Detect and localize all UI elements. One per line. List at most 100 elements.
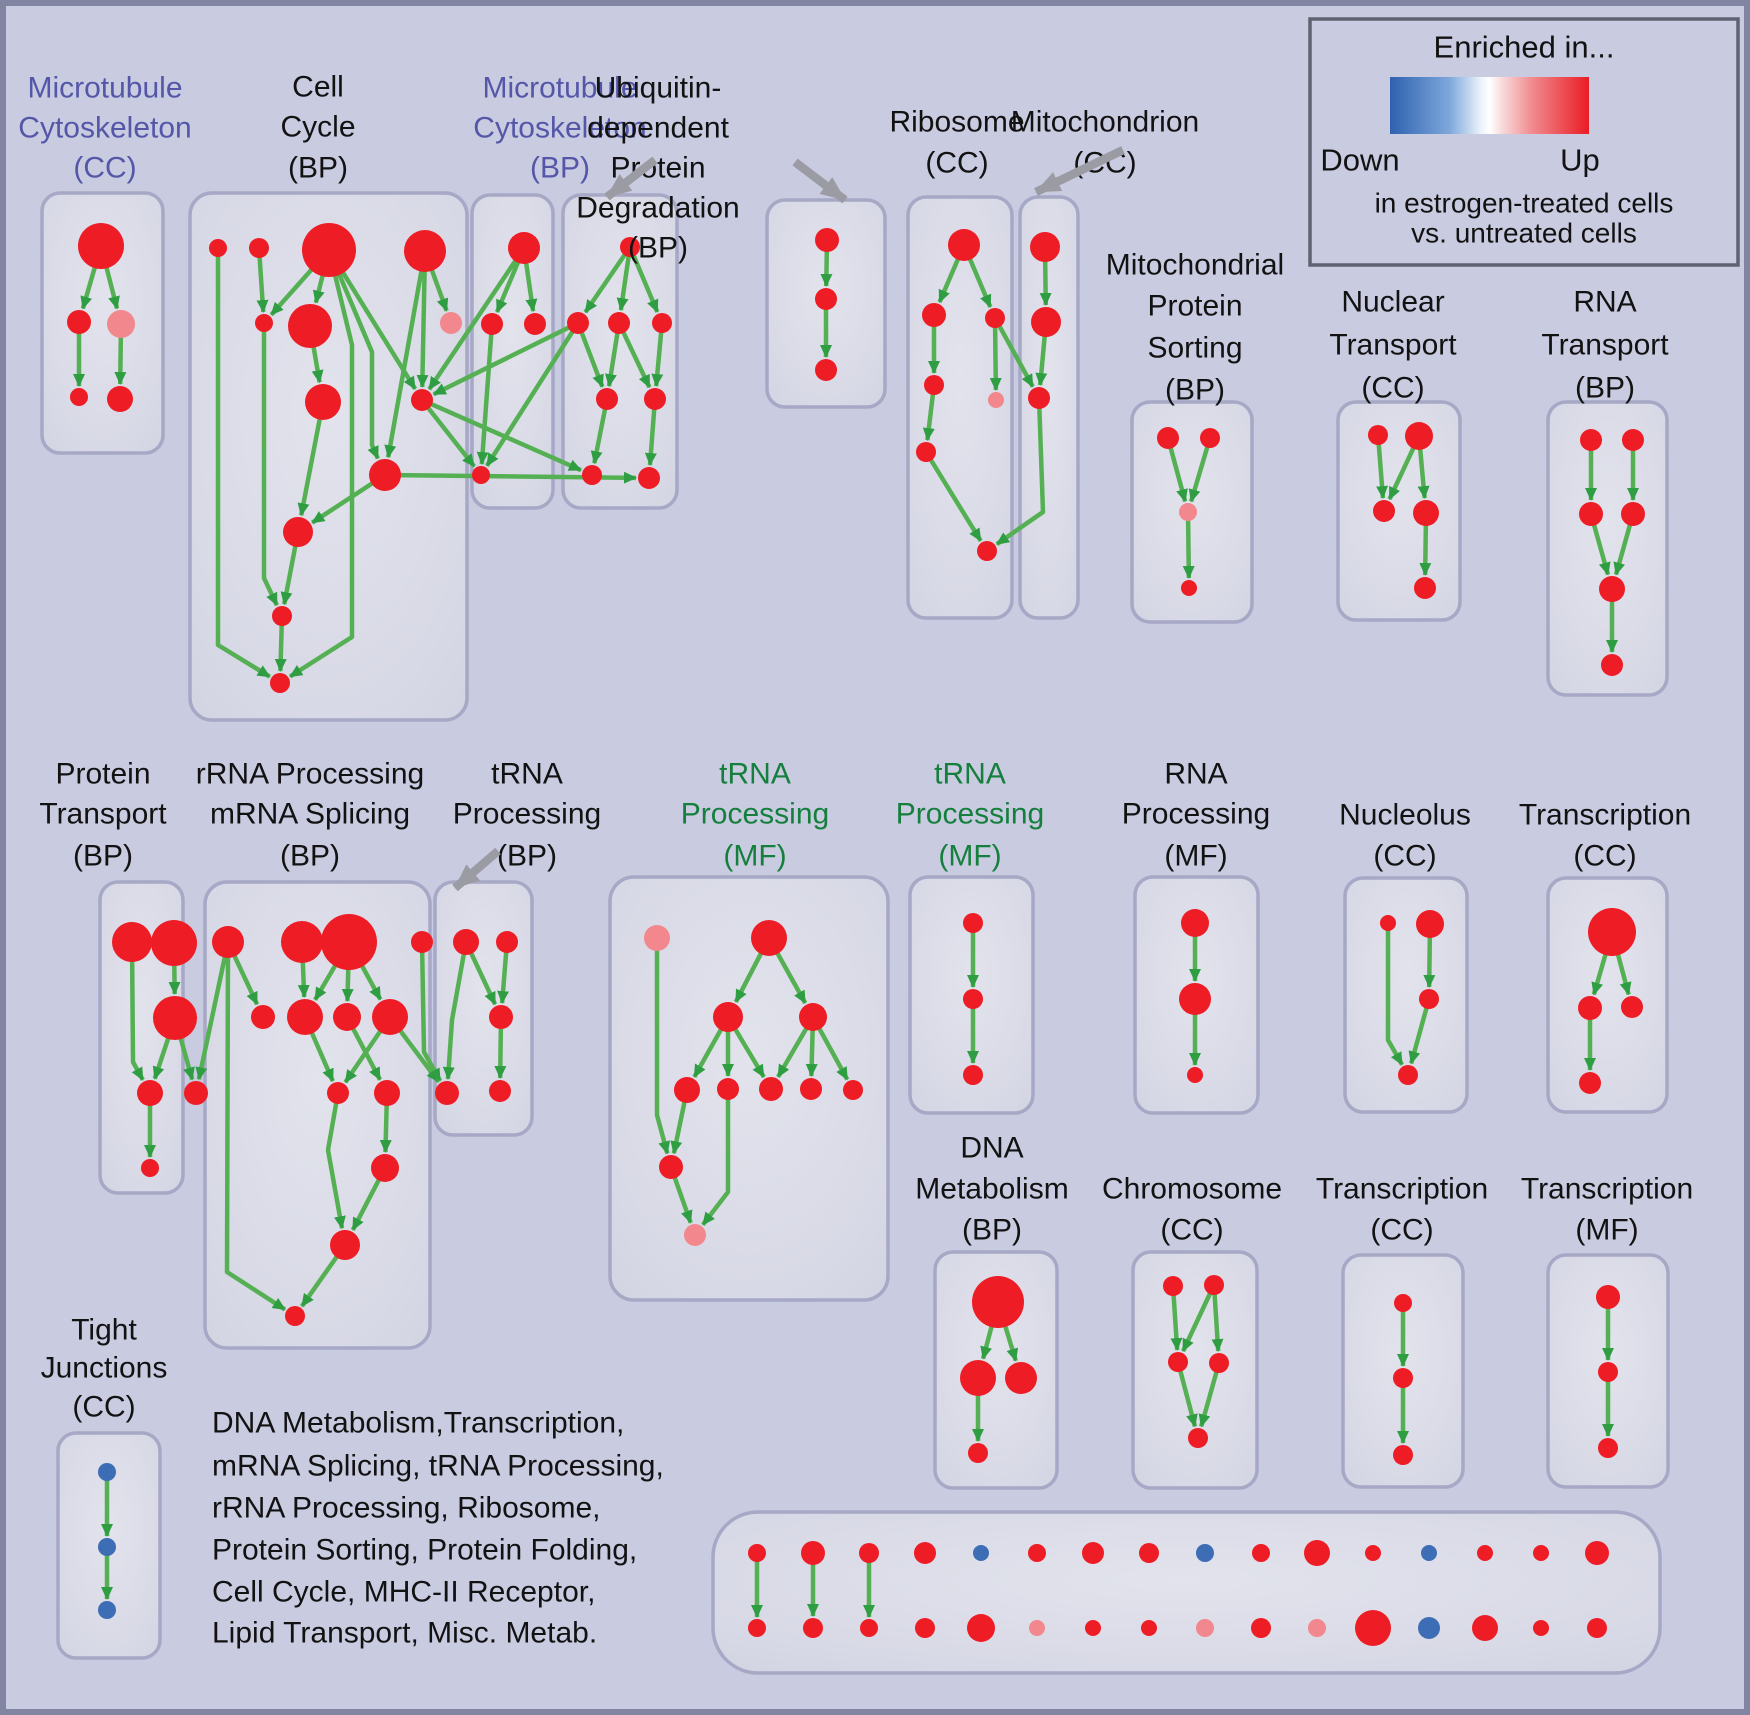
edge-cc-n4-n8	[416, 250, 429, 389]
label-dnam-line1: DNA	[960, 1132, 1023, 1165]
node-pt-p2	[151, 920, 197, 966]
node-tmfb-g11	[684, 1224, 706, 1246]
node-cc-n13	[270, 673, 290, 693]
node-cc-n9	[305, 384, 341, 420]
edge-tbp-tb1-tb4	[442, 941, 469, 1081]
node-misc-b2b	[803, 1618, 823, 1638]
node-misc-b15t	[1533, 1545, 1549, 1561]
label-ub-line2: dependent	[587, 112, 729, 145]
cross-edge-ub.u2-cc.n8	[432, 320, 579, 397]
node-tmfb-g8	[800, 1078, 822, 1100]
node-rrna-q11	[371, 1154, 399, 1182]
node-misc-b9t	[1196, 1544, 1214, 1562]
node-tccl-l2	[1393, 1368, 1413, 1388]
node-nt-n2	[1405, 422, 1433, 450]
label-mtcc-line3: (CC)	[73, 152, 136, 185]
node-pt-p6	[141, 1159, 159, 1177]
node-misc-b10t	[1252, 1544, 1270, 1562]
node-mps-s4	[1181, 580, 1197, 596]
node-nuc-j1	[1380, 915, 1396, 931]
node-ub-u6	[644, 388, 666, 410]
shared-text-line-4: Protein Sorting, Protein Folding,	[212, 1534, 637, 1567]
label-tmf-line1: Transcription	[1521, 1173, 1693, 1206]
edge-cc-n1-n13	[215, 248, 271, 679]
edge-rib-r6-r7	[924, 450, 983, 542]
label-tccu-line2: (CC)	[1573, 840, 1636, 873]
label-tccl-line2: (CC)	[1370, 1214, 1433, 1247]
node-nuc-j4	[1398, 1065, 1418, 1085]
node-tccu-k4	[1579, 1072, 1601, 1094]
label-pointer-arrow-4	[452, 847, 501, 892]
label-mtbp-line2: Cytoskeleton	[473, 112, 646, 145]
label-mps-line1: Mitochondrial	[1106, 249, 1284, 282]
label-pt-line2: Transport	[39, 798, 167, 831]
edge-cc-n9-n11	[297, 401, 326, 517]
node-rrna-q7	[333, 1003, 361, 1031]
shared-text-line-3: rRNA Processing, Ribosome,	[212, 1492, 600, 1525]
legend-subtitle-line2: vs. untreated cells	[1411, 218, 1637, 249]
node-cc-n3	[302, 223, 356, 277]
node-misc-b1b	[748, 1619, 766, 1637]
node-tmfs-h3	[963, 1065, 983, 1085]
box-nt	[1336, 400, 1462, 622]
edge-ub-u4-u6	[651, 322, 665, 388]
node-tccu-k1	[1588, 908, 1636, 956]
label-nuc-line2: (CC)	[1373, 840, 1436, 873]
label-mtbp-line1: Microtubule	[482, 72, 637, 105]
node-rpmf-i2	[1179, 983, 1211, 1015]
box-misc	[711, 1510, 1662, 1675]
label-pointer-arrow-3	[1034, 146, 1125, 196]
node-tmfs-h2	[963, 989, 983, 1009]
label-ub-line4: Degradation	[576, 192, 739, 225]
node-tbp-tb2	[496, 931, 518, 953]
node-cc-n5	[255, 314, 273, 332]
node-ub-u2	[567, 312, 589, 334]
label-mps-line3: Sorting	[1147, 332, 1242, 365]
node-tj-z3	[98, 1601, 116, 1619]
label-pointer-arrow-1	[604, 156, 658, 201]
node-tj-z2	[98, 1538, 116, 1556]
label-tj-line1: Tight	[71, 1314, 137, 1347]
label-pt-line3: (BP)	[73, 840, 133, 873]
node-cc-n10	[369, 459, 401, 491]
edge-ub-u2-u5	[575, 322, 605, 388]
shared-categories-text: DNA Metabolism,Transcription, mRNA Splic…	[212, 1407, 664, 1650]
edge-pt-p1-p4	[129, 941, 145, 1081]
edge-cc-n3-n10	[326, 249, 380, 460]
node-ub-u5	[596, 388, 618, 410]
node-rrna-q6	[287, 999, 323, 1035]
box-nuc	[1343, 876, 1469, 1114]
node-chr-c5	[1188, 1428, 1208, 1448]
node-ubb-v2	[815, 288, 837, 310]
node-mito-x2	[1031, 307, 1061, 337]
edge-ub-u1-u4	[627, 246, 660, 313]
label-tbp-line1: tRNA	[491, 758, 563, 791]
node-mps-s1	[1157, 427, 1179, 449]
label-cc-line2: Cycle	[280, 111, 355, 144]
node-pt-p3	[153, 996, 197, 1040]
nodes-layer	[67, 223, 1645, 1646]
label-nt-line3: (CC)	[1361, 372, 1424, 405]
node-cc-n12	[272, 606, 292, 626]
edge-ub-u1-u3	[616, 246, 633, 312]
label-cc-line3: (BP)	[288, 152, 348, 185]
node-misc-b12t	[1365, 1545, 1381, 1561]
edge-cc-n3-n13	[288, 249, 355, 679]
label-ub-line1: Ubiquitin-	[595, 72, 722, 105]
edge-chr-c4-c5	[1198, 1362, 1222, 1428]
label-mtbp-line3: (BP)	[530, 152, 590, 185]
label-tmfs-line1: tRNA	[934, 758, 1006, 791]
labels-layer: Microtubule Cytoskeleton (CC) Cell Cycle (BP)…	[18, 71, 1693, 1424]
node-tmfb-g3	[713, 1002, 743, 1032]
node-rt-t2	[1622, 429, 1644, 451]
label-mito-line1: Mitochondrion	[1011, 106, 1199, 139]
node-tmfb-g4	[799, 1003, 827, 1031]
node-mtcc-c	[107, 310, 135, 338]
label-rpmf-line3: (MF)	[1164, 840, 1227, 873]
edge-mtbp-m2-m4	[476, 323, 495, 466]
label-rrna-line1: rRNA Processing	[196, 758, 424, 791]
node-mtbp-m3	[524, 313, 546, 335]
edge-rrna-q9-q12	[325, 1092, 346, 1230]
node-rib-r6	[916, 442, 936, 462]
